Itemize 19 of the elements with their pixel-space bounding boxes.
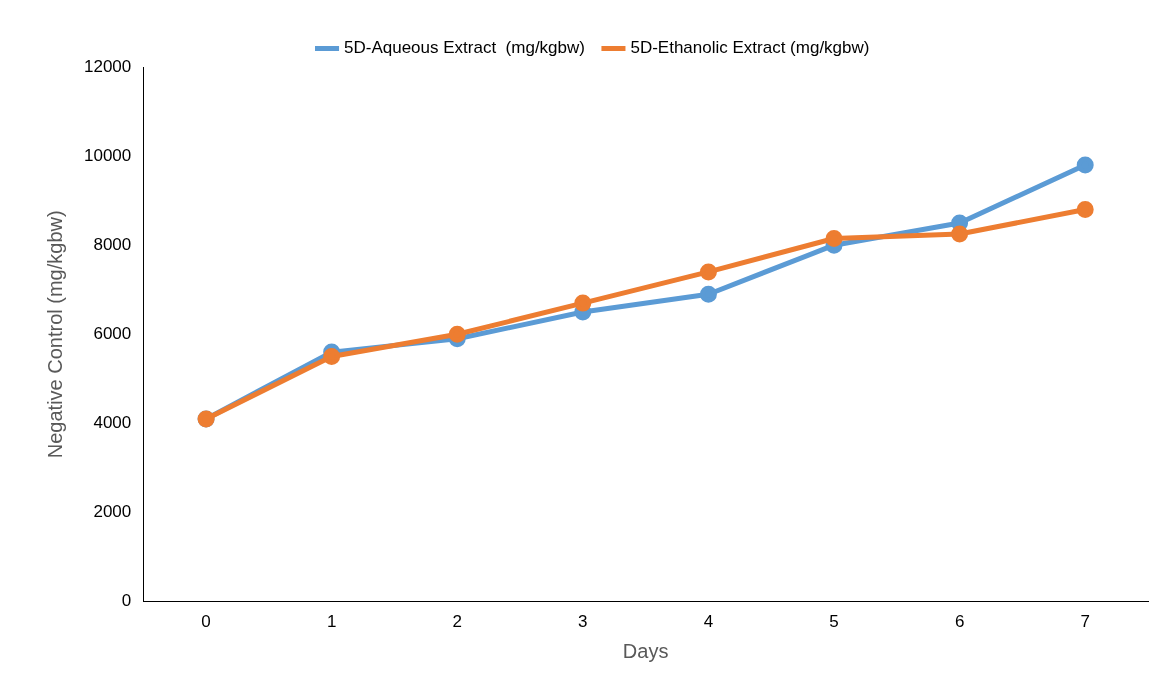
y-tick-label: 2000	[93, 502, 132, 522]
y-tick-label: 10000	[83, 145, 132, 165]
y-axis-title: Negative Control (mg/kgbw)	[43, 210, 66, 459]
x-tick-label: 3	[578, 612, 588, 632]
x-tick-label: 4	[703, 612, 714, 632]
x-tick-label: 5	[829, 612, 839, 632]
x-tick-label: 2	[452, 612, 462, 632]
y-tick-label: 6000	[93, 323, 132, 343]
legend-label: 5D-Aqueous Extract (mg/kgbw)	[344, 38, 585, 58]
legend-label: 5D-Ethanolic Extract (mg/kgbw)	[630, 38, 870, 58]
x-tick-label: 1	[326, 612, 337, 632]
x-axis-title: Days	[622, 639, 669, 662]
y-tick-label: 12000	[83, 56, 132, 76]
y-tick-label: 0	[121, 591, 132, 611]
y-tick-label: 8000	[93, 234, 132, 254]
y-tick-label: 4000	[93, 413, 132, 433]
x-tick-label: 6	[954, 612, 965, 632]
x-tick-label: 0	[201, 612, 211, 632]
x-tick-label: 7	[1080, 612, 1090, 632]
